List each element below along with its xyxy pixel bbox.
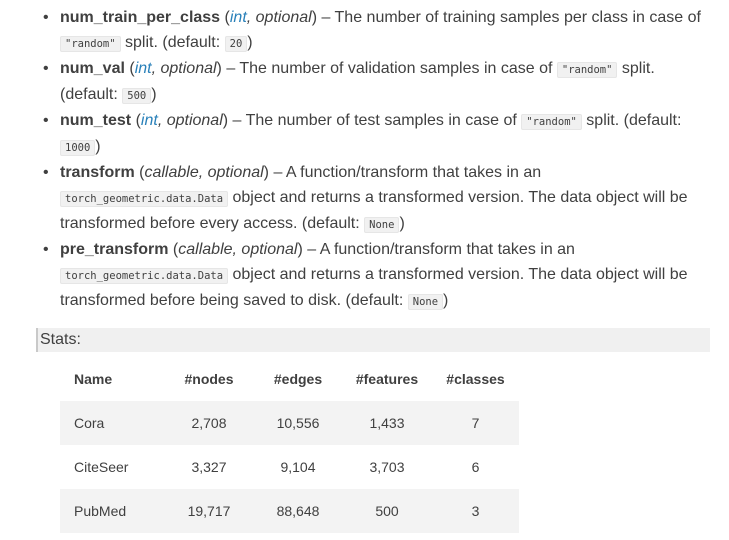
param-type-link[interactable]: int	[134, 60, 152, 78]
stats-table: Name #nodes #edges #features #classes Co…	[60, 357, 519, 533]
header-classes: #classes	[446, 371, 505, 387]
param-description: )	[151, 85, 157, 103]
param-type-rest: callable, optional	[178, 241, 298, 259]
inline-code: None	[364, 216, 400, 233]
inline-code: "random"	[521, 114, 582, 131]
param-description: – The number of training samples per cla…	[317, 9, 701, 26]
cell-features: 3,703	[342, 445, 432, 489]
bullet-icon: •	[43, 60, 49, 78]
param-type: int, optional	[135, 60, 217, 77]
param-description: )	[247, 33, 253, 51]
stats-label: Stats:	[40, 331, 81, 348]
inline-code: None	[407, 293, 444, 310]
cell-edges: 10,556	[254, 401, 342, 445]
cell-name: CiteSeer	[60, 445, 164, 489]
param-type-link[interactable]: int	[229, 9, 247, 26]
param-description: split. (default:	[581, 112, 682, 130]
cell-edges: 9,104	[254, 445, 342, 489]
cell-features: 1,433	[342, 401, 432, 445]
param-item-pre-transform: • pre_transform (callable, optional) – A …	[38, 238, 708, 314]
param-name: num_train_per_class	[60, 9, 221, 26]
bullet-icon: •	[43, 112, 49, 130]
param-type: int, optional	[141, 112, 223, 129]
parameter-list: • num_train_per_class (int, optional) – T…	[38, 6, 708, 315]
param-description: object and returns a transformed version…	[60, 265, 688, 309]
cell-nodes: 2,708	[164, 401, 254, 445]
param-type-rest: callable, optional	[144, 164, 264, 182]
inline-code: 1000	[60, 139, 96, 156]
cell-edges: 88,648	[254, 489, 342, 533]
cell-nodes: 3,327	[164, 445, 254, 489]
cell-classes: 6	[432, 445, 519, 489]
bullet-icon: •	[43, 241, 49, 259]
inline-code: 500	[122, 87, 152, 104]
param-description: )	[399, 214, 405, 232]
table-row: CiteSeer 3,327 9,104 3,703 6	[60, 445, 519, 489]
param-item-num-train-per-class: • num_train_per_class (int, optional) – T…	[38, 6, 708, 57]
header-edges: #edges	[273, 371, 323, 387]
cell-nodes: 19,717	[164, 489, 254, 533]
cell-classes: 3	[432, 489, 519, 533]
param-description: – A function/transform that takes in an	[269, 164, 542, 182]
inline-code: "random"	[556, 62, 618, 79]
stats-header-row: Name #nodes #edges #features #classes	[60, 357, 519, 401]
cell-name: Cora	[60, 401, 164, 445]
cell-classes: 7	[432, 401, 519, 445]
param-item-num-val: • num_val (int, optional) – The number of…	[38, 57, 708, 109]
param-name: transform	[60, 164, 135, 182]
header-name: Name	[74, 371, 113, 387]
param-type: callable, optional	[144, 164, 263, 181]
table-row: Cora 2,708 10,556 1,433 7	[60, 401, 519, 445]
param-type-rest: , optional	[157, 112, 223, 130]
param-name: num_val	[60, 60, 125, 78]
header-features: #features	[355, 371, 419, 387]
inline-code: "random"	[60, 35, 121, 52]
cell-features: 500	[342, 489, 432, 533]
param-type-rest: , optional	[151, 60, 217, 78]
param-description: – A function/transform that takes in an	[302, 241, 575, 259]
param-description: split. (default:	[60, 60, 655, 103]
param-description: – The number of test samples in case of	[228, 112, 522, 130]
param-description: )	[443, 291, 449, 309]
param-name: pre_transform	[60, 241, 169, 259]
param-type: int, optional	[230, 9, 312, 26]
param-description: )	[95, 137, 101, 155]
inline-code: 20	[224, 35, 248, 52]
param-type-rest: , optional	[246, 9, 312, 26]
param-item-transform: • transform (callable, optional) – A func…	[38, 161, 708, 237]
param-item-num-test: • num_test (int, optional) – The number o…	[38, 109, 708, 161]
param-description: object and returns a transformed version…	[60, 189, 688, 232]
bullet-icon: •	[43, 9, 49, 26]
inline-code: torch_geometric.data.Data	[60, 267, 229, 284]
param-description: split. (default:	[120, 33, 225, 51]
stats-rubric: Stats:	[36, 328, 710, 352]
param-type: callable, optional	[178, 241, 297, 258]
param-name: num_test	[60, 112, 132, 130]
bullet-icon: •	[43, 164, 49, 182]
cell-name: PubMed	[60, 489, 164, 533]
param-type-link[interactable]: int	[140, 112, 158, 130]
table-row: PubMed 19,717 88,648 500 3	[60, 489, 519, 533]
header-nodes: #nodes	[184, 371, 234, 387]
inline-code: torch_geometric.data.Data	[60, 191, 229, 208]
param-description: – The number of validation samples in ca…	[221, 60, 557, 78]
